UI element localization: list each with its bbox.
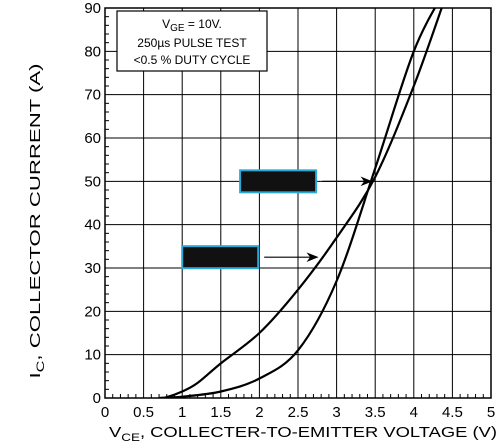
x-tick-label: 0	[101, 404, 109, 421]
y-tick-label: 10	[84, 347, 101, 364]
plot-frame	[104, 7, 492, 399]
x-tick-label: 2.5	[288, 404, 309, 421]
legend-line-1-sub: GE	[170, 23, 185, 34]
y-tick-label: 50	[84, 173, 101, 190]
x-tick-label: 3	[332, 404, 340, 421]
x-tick-label: 1.5	[210, 404, 231, 421]
y-axis-label-main: I	[27, 372, 44, 378]
legend-line-1: VGE = 10V.	[162, 17, 222, 34]
y-axis-label: IC, COLLECTOR CURRENT (A)	[27, 63, 47, 378]
y-tick-label: 30	[84, 260, 101, 277]
x-tick-label: 2	[255, 404, 263, 421]
x-tick-label: 0.5	[133, 404, 154, 421]
x-axis-label-rest: , COLLECTER-TO-EMITTER VOLTAGE (V)	[140, 424, 497, 441]
y-axis-label-rest: , COLLECTOR CURRENT (A)	[27, 63, 44, 360]
x-axis-label-sub: CE	[121, 432, 140, 444]
annotation-box-2	[181, 245, 260, 270]
x-axis-label-main: V	[109, 424, 121, 441]
x-tick-label: 3.5	[365, 404, 386, 421]
legend-line-1-rest: = 10V.	[185, 17, 222, 31]
y-tick-label: 40	[84, 217, 101, 234]
y-tick-label: 20	[84, 303, 101, 320]
x-tick-label: 4.5	[442, 404, 463, 421]
x-axis-label: V CE, COLLECTER-TO-EMITTER VOLTAGE (V)	[109, 424, 497, 444]
y-tick-label: 70	[84, 87, 101, 104]
legend-box	[116, 10, 268, 72]
y-tick-label: 0	[93, 390, 101, 407]
x-tick-label: 4	[410, 404, 418, 421]
y-tick-label: 60	[84, 130, 101, 147]
y-axis-label-sub: C	[35, 361, 47, 373]
legend-line-2: 250µs PULSE TEST	[137, 36, 247, 50]
y-tick-label: 90	[84, 0, 101, 17]
legend-line-1-main: V	[162, 17, 170, 31]
x-tick-label: 5	[487, 404, 495, 421]
annotation-box-1	[239, 169, 318, 194]
series-line-2	[158, 8, 437, 398]
legend-line-3: <0.5 % DUTY CYCLE	[134, 53, 251, 67]
x-tick-label: 1	[178, 404, 186, 421]
y-tick-label: 80	[84, 43, 101, 60]
series-line-1	[158, 8, 443, 398]
